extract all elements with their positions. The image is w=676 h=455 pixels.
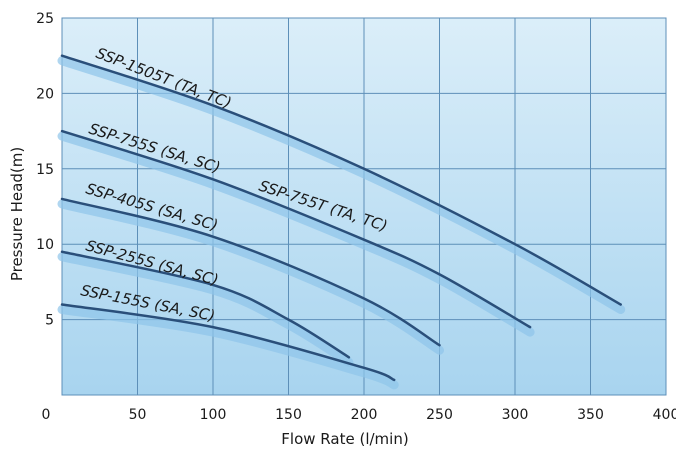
series-shadow — [57, 199, 444, 355]
tick-labels: 0 50 100 150 200 250 300 350 400 5 10 15 20 25 — [36, 11, 676, 423]
y-tick-label: 5 — [45, 313, 54, 329]
x-tick-label: 350 — [577, 407, 604, 423]
x-tick-label: 50 — [129, 407, 147, 423]
series-line — [60, 129, 532, 329]
x-tick-label: 250 — [426, 407, 453, 423]
x-tick-label: 0 — [42, 407, 51, 423]
x-tick-label: 400 — [653, 407, 676, 423]
x-tick-label: 300 — [502, 407, 529, 423]
series-shadow — [57, 131, 535, 337]
y-tick-label: 10 — [36, 237, 54, 253]
series-line — [60, 303, 396, 382]
series-shadow — [57, 56, 626, 315]
series-shadow — [57, 252, 354, 367]
y-axis-label: Pressure Head(m) — [8, 147, 26, 281]
x-axis-label: Flow Rate (l/min) — [281, 430, 408, 448]
y-tick-label: 20 — [36, 86, 54, 102]
series-shadow — [57, 305, 399, 390]
y-tick-label: 15 — [36, 162, 54, 178]
series-line — [60, 197, 441, 347]
x-tick-label: 150 — [275, 407, 302, 423]
y-tick-label: 25 — [36, 11, 54, 27]
x-tick-label: 200 — [351, 407, 378, 423]
series-lines — [57, 54, 626, 390]
series-line — [60, 250, 351, 359]
x-tick-label: 100 — [200, 407, 227, 423]
series-line — [60, 54, 622, 306]
